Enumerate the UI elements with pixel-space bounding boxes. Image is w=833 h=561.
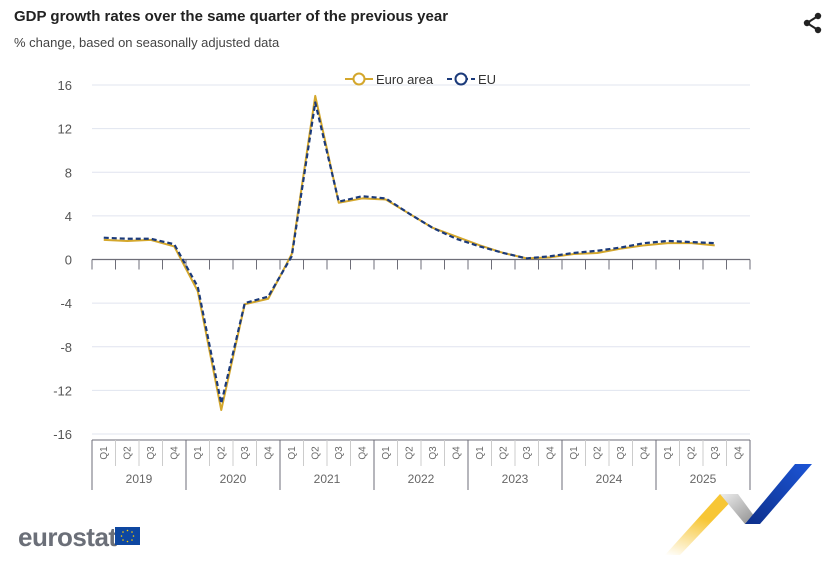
data-point [664,237,672,245]
quarter-label: Q2 [310,446,321,460]
data-point [570,249,578,257]
quarter-label: Q3 [240,446,251,460]
quarter-label: Q2 [686,446,697,460]
quarter-label: Q1 [99,446,110,460]
data-point [288,252,296,260]
quarter-label: Q2 [592,446,603,460]
quarter-label: Q1 [475,446,486,460]
quarter-label: Q4 [263,446,274,460]
quarter-label: Q1 [663,446,674,460]
year-label: 2024 [596,472,623,486]
data-point [687,238,695,246]
data-point [100,234,108,242]
quarter-label: Q1 [287,446,298,460]
quarter-label: Q2 [216,446,227,460]
decorative-ribbon-icon [665,464,812,555]
series-line-euro-area [103,94,715,412]
data-point [405,210,413,218]
series-line-eu [103,101,715,405]
data-point [382,194,390,202]
data-point [429,224,437,232]
year-label: 2023 [502,472,529,486]
data-point [194,283,202,291]
data-point [311,98,319,106]
chart-title: GDP growth rates over the same quarter o… [14,8,449,25]
data-point [335,198,343,206]
year-label: 2021 [314,472,341,486]
data-point [476,242,484,250]
data-point [546,252,554,260]
data-point [241,299,249,307]
quarter-label: Q4 [733,446,744,460]
year-label: 2022 [408,472,435,486]
year-label: 2019 [126,472,153,486]
data-point [711,239,719,247]
year-label: 2025 [690,472,717,486]
data-point [147,235,155,243]
quarter-label: Q1 [193,446,204,460]
quarter-label: Q3 [616,446,627,460]
y-tick-label: 8 [65,165,72,180]
quarter-label: Q1 [569,446,580,460]
quarter-label: Q4 [639,446,650,460]
quarter-label: Q3 [710,446,721,460]
data-point [452,235,460,243]
data-point [593,247,601,255]
quarter-label: Q2 [122,446,133,460]
legend-marker-icon [352,72,366,86]
quarter-label: Q4 [545,446,556,460]
share-icon[interactable] [802,12,824,39]
quarter-label: Q1 [381,446,392,460]
y-tick-label: 4 [65,209,72,224]
quarter-label: Q4 [451,446,462,460]
y-tick-label: -8 [60,340,72,355]
quarter-label: Q3 [146,446,157,460]
legend-label: EU [478,72,496,87]
data-point [264,293,272,301]
y-tick-label: 16 [58,78,72,93]
y-tick-label: 12 [58,122,72,137]
quarter-label: Q4 [357,446,368,460]
data-point [617,244,625,252]
data-point [217,399,225,407]
quarter-label: Q3 [428,446,439,460]
eu-flag-icon [115,527,140,545]
data-point [358,192,366,200]
quarter-label: Q3 [522,446,533,460]
y-tick-label: -4 [60,296,72,311]
chart-subtitle: % change, based on seasonally adjusted d… [14,35,280,50]
quarter-label: Q2 [498,446,509,460]
data-point [170,240,178,248]
legend-label: Euro area [376,72,434,87]
quarter-label: Q4 [169,446,180,460]
year-label: 2020 [220,472,247,486]
eurostat-logo: eurostat [18,522,117,552]
y-tick-label: 0 [65,253,72,268]
data-point [499,249,507,257]
y-tick-label: -12 [53,383,72,398]
data-point [640,239,648,247]
quarter-label: Q3 [334,446,345,460]
data-point [523,254,531,262]
quarter-label: Q2 [404,446,415,460]
legend-marker-icon [454,72,468,86]
data-point [123,235,131,243]
y-tick-label: -16 [53,427,72,442]
